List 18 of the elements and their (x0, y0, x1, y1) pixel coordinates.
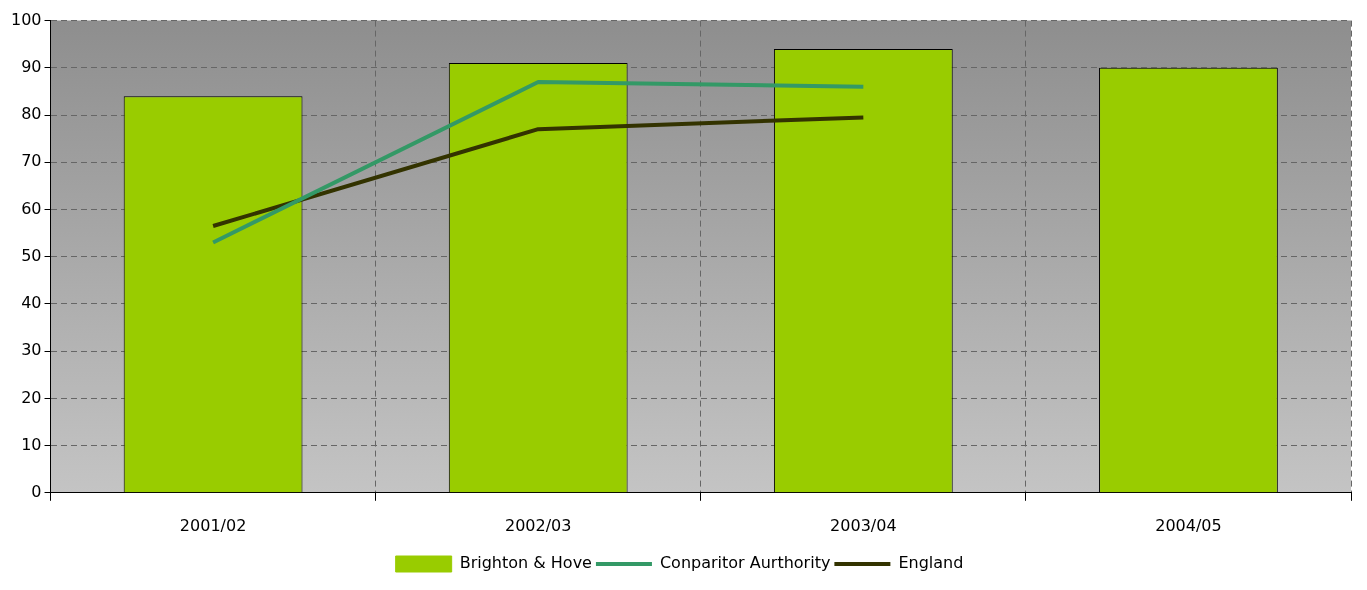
x-tick-label: 2002/03 (504, 515, 572, 535)
y-tick-label: 20 (21, 387, 42, 407)
y-tick-label: 10 (21, 434, 42, 454)
x-tick-label: 2004/05 (1155, 515, 1222, 535)
y-tick-label: 100 (10, 9, 42, 29)
legend-label: Brighton & Hove (459, 553, 592, 573)
y-tick-label: 0 (31, 481, 42, 501)
y-tick-label: 60 (21, 198, 42, 218)
y-tick-label: 90 (21, 56, 42, 76)
legend-label: England (898, 553, 964, 573)
y-tick-label: 70 (21, 151, 42, 171)
x-tick-label: 2003/04 (830, 515, 897, 535)
legend-label: Conparitor Aurthority (659, 553, 831, 573)
y-tick-label: 40 (21, 293, 42, 313)
y-tick-label: 50 (21, 245, 42, 265)
y-tick-label: 80 (21, 104, 42, 124)
x-tick-label: 2001/02 (179, 515, 247, 535)
y-tick-label: 30 (21, 340, 42, 360)
